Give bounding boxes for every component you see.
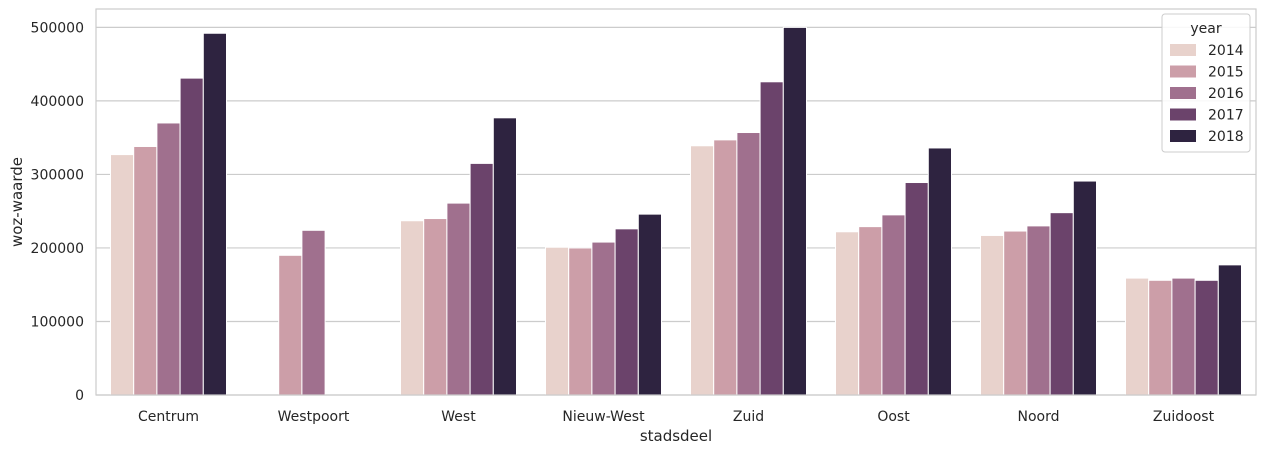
bar-2015-nieuw-west: [568, 247, 593, 396]
y-tick-labels: 0 100000 200000 300000 400000 500000: [31, 20, 84, 404]
x-tick-label: Westpoort: [278, 409, 350, 425]
bar-2018-noord: [1072, 180, 1098, 396]
x-tick-label: West: [441, 409, 476, 425]
legend-label-2018: 2018: [1208, 129, 1244, 145]
legend-swatch-2015: [1170, 65, 1196, 78]
bar-2016-nieuw-west: [591, 241, 616, 396]
legend-label-2017: 2017: [1208, 108, 1244, 124]
bar-2016-zuidoost: [1171, 277, 1196, 396]
bar-2017-zuid: [759, 81, 784, 396]
bar-2014-west: [400, 220, 425, 396]
bar-2014-centrum: [110, 154, 135, 396]
bar-2016-noord: [1026, 225, 1051, 396]
bar-2015-west: [423, 218, 448, 396]
bar-2017-noord: [1049, 212, 1074, 396]
y-tick-label: 500000: [31, 20, 84, 36]
bar-2014-zuidoost: [1125, 277, 1150, 396]
x-axis-title: stadsdeel: [640, 427, 712, 445]
bars: [110, 26, 1243, 396]
bar-2017-oost: [904, 182, 929, 396]
bar-2015-oost: [858, 226, 883, 396]
legend-label-2015: 2015: [1208, 65, 1244, 81]
legend-label-2014: 2014: [1208, 43, 1244, 59]
bar-2016-centrum: [156, 122, 181, 396]
bar-2015-zuidoost: [1148, 279, 1173, 396]
x-tick-label: Centrum: [138, 409, 199, 425]
x-tick-label: Zuid: [733, 409, 764, 425]
legend-swatch-2017: [1170, 108, 1196, 121]
legend-swatch-2014: [1170, 44, 1196, 56]
bar-2014-oost: [835, 231, 860, 396]
legend-swatch-2016: [1170, 87, 1196, 99]
bar-2017-centrum: [179, 77, 204, 396]
bar-2018-nieuw-west: [637, 213, 662, 396]
bar-2017-nieuw-west: [614, 228, 639, 396]
y-tick-label: 300000: [31, 167, 84, 183]
bar-2015-zuid: [713, 139, 738, 396]
bar-2015-noord: [1003, 230, 1028, 396]
x-tick-label: Noord: [1018, 409, 1060, 425]
bar-2018-oost: [927, 147, 952, 396]
bar-2015-centrum: [133, 145, 158, 396]
y-tick-label: 200000: [31, 241, 84, 257]
bar-2016-zuid: [736, 132, 761, 396]
y-tick-label: 0: [75, 388, 84, 404]
bar-2016-westpoort: [301, 229, 326, 396]
y-axis-title: woz-waarde: [8, 157, 26, 247]
bar-2014-noord: [980, 234, 1005, 396]
bar-2016-oost: [881, 214, 906, 396]
legend-title: year: [1190, 21, 1221, 37]
x-tick-labels: Centrum Westpoort West Nieuw-West Zuid Oost No…: [138, 409, 1215, 425]
legend-swatch-2018: [1170, 130, 1196, 142]
bar-2014-zuid: [690, 145, 715, 396]
bar-2017-zuidoost: [1194, 279, 1219, 396]
bar-2016-west: [446, 202, 471, 396]
bar-2014-nieuw-west: [545, 246, 570, 396]
bar-2017-west: [469, 162, 494, 396]
x-tick-label: Nieuw-West: [562, 409, 645, 425]
legend-label-2016: 2016: [1208, 86, 1244, 102]
legend: year 2014 2015 2016 2017 2018: [1161, 13, 1251, 153]
bar-2015-westpoort: [278, 254, 303, 396]
bar-2018-west: [492, 117, 517, 396]
bar-2018-zuidoost: [1217, 264, 1243, 396]
bar-2018-zuid: [782, 26, 807, 396]
bar-2018-centrum: [202, 32, 228, 396]
y-tick-label: 400000: [31, 94, 84, 110]
x-tick-label: Oost: [877, 409, 910, 425]
x-tick-label: Zuidoost: [1153, 409, 1215, 425]
plot-frame: [95, 8, 1257, 396]
y-tick-label: 100000: [31, 314, 84, 330]
